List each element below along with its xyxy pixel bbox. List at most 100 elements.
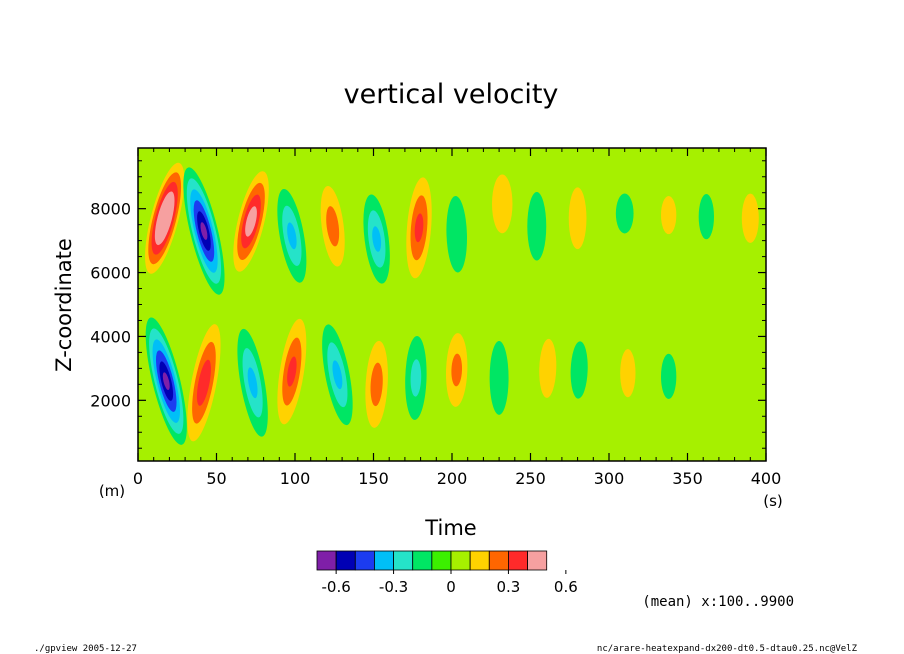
contour-band — [162, 372, 170, 390]
chart-title: vertical velocity — [344, 79, 559, 110]
contour-band — [287, 356, 297, 387]
y-axis: 2000 4000 6000 8000 — [90, 160, 766, 449]
x-axis-unit: (s) — [763, 492, 783, 510]
y-tick-label: 6000 — [90, 264, 131, 283]
contour-band — [570, 341, 588, 399]
feature-lobe — [320, 185, 345, 267]
contour-band — [370, 362, 383, 407]
colorbar: -0.6 -0.3 0 0.3 0.6 — [316, 550, 578, 596]
contour-band — [660, 353, 677, 399]
feature-lobe — [183, 167, 225, 295]
contour-band — [698, 194, 715, 240]
colorbar-swatch — [527, 550, 548, 571]
contour-band — [539, 338, 557, 398]
feature-lobe — [237, 328, 268, 437]
colorbar-swatch — [488, 550, 509, 571]
colorbar-swatch — [316, 550, 337, 571]
x-axis: 0 50 100 150 200 250 300 350 400 — [133, 148, 781, 488]
feature-lobe — [620, 349, 636, 398]
colorbar-swatch — [431, 550, 452, 571]
contour-band — [568, 187, 587, 250]
feature-lobe — [446, 196, 468, 273]
colorbar-swatch — [508, 550, 528, 571]
feature-lobe — [539, 338, 557, 398]
contour-band — [247, 367, 258, 399]
feature-lobe — [322, 324, 353, 426]
colorbar-swatch — [469, 550, 490, 571]
feature-lobe — [145, 162, 185, 274]
x-axis-label: Time — [424, 516, 476, 540]
footer-right: nc/arare-heatexpand-dx200-dt0.5-dtau0.25… — [597, 644, 858, 654]
contour-band — [527, 192, 547, 261]
contour-band — [446, 196, 468, 273]
colorbar-swatch — [393, 550, 414, 571]
x-tick-label: 0 — [133, 469, 143, 488]
colorbar-tick-label: 0.3 — [496, 578, 520, 596]
feature-lobe — [145, 317, 187, 445]
colorbar-tick-label: -0.3 — [379, 578, 408, 596]
feature-lobe — [698, 194, 715, 240]
x-tick-label: 400 — [751, 469, 782, 488]
y-axis-label: Z-coordinate — [52, 238, 76, 372]
mean-note: (mean) x:100..9900 — [642, 594, 794, 610]
feature-lobe — [489, 341, 509, 415]
feature-lobe — [277, 188, 307, 283]
feature-lobe — [365, 340, 388, 428]
x-tick-label: 300 — [594, 469, 625, 488]
colorbar-tick-label: 0.6 — [554, 578, 578, 596]
contour-band — [410, 359, 422, 397]
colorbar-swatch — [354, 550, 375, 571]
feature-lobe — [446, 333, 468, 407]
contour-band — [326, 206, 340, 247]
contour-band — [620, 349, 636, 398]
x-tick-label: 100 — [280, 469, 311, 488]
footer-left: ./gpview 2005-12-27 — [34, 644, 137, 654]
feature-lobe — [660, 353, 677, 399]
contour-band — [492, 174, 513, 234]
contour-band — [372, 226, 382, 252]
feature-lobe — [233, 171, 269, 272]
feature-lobe — [527, 192, 547, 261]
colorbar-tick-label: 0 — [446, 578, 456, 596]
colorbar-swatch — [412, 550, 433, 571]
x-tick-label: 350 — [672, 469, 703, 488]
feature-lobe — [405, 335, 427, 420]
y-tick-label: 8000 — [90, 200, 131, 219]
contour-features — [145, 162, 759, 445]
feature-lobe — [660, 195, 677, 235]
contour-band — [451, 353, 463, 387]
colorbar-swatch — [450, 550, 471, 571]
contour-band — [245, 206, 257, 237]
plot-background — [138, 148, 766, 461]
contour-band — [200, 222, 208, 240]
colorbar-tick-label: -0.6 — [322, 578, 351, 596]
feature-lobe — [741, 193, 759, 243]
contour-band — [332, 360, 343, 390]
y-axis-unit: (m) — [99, 482, 125, 500]
contour-band — [660, 195, 677, 235]
y-tick-label: 4000 — [90, 327, 131, 346]
feature-lobe — [406, 177, 432, 279]
contour-band — [196, 359, 211, 406]
feature-lobe — [568, 187, 587, 250]
colorbar-swatch — [374, 550, 394, 571]
colorbar-swatch — [335, 550, 356, 571]
feature-lobe — [570, 341, 588, 399]
contour-band — [287, 222, 297, 250]
feature-lobe — [615, 193, 634, 234]
contour-band — [489, 341, 509, 415]
contour-band — [615, 193, 634, 234]
x-tick-label: 200 — [437, 469, 468, 488]
contour-band — [414, 213, 424, 243]
feature-lobe — [363, 194, 390, 284]
x-tick-label: 150 — [358, 469, 389, 488]
feature-lobe — [492, 174, 513, 234]
feature-lobe — [277, 318, 307, 425]
feature-lobe — [187, 324, 221, 442]
x-tick-label: 250 — [515, 469, 546, 488]
y-tick-label: 2000 — [90, 391, 131, 410]
contour-band — [741, 193, 759, 243]
contour-band — [161, 210, 169, 226]
x-tick-label: 50 — [206, 469, 226, 488]
